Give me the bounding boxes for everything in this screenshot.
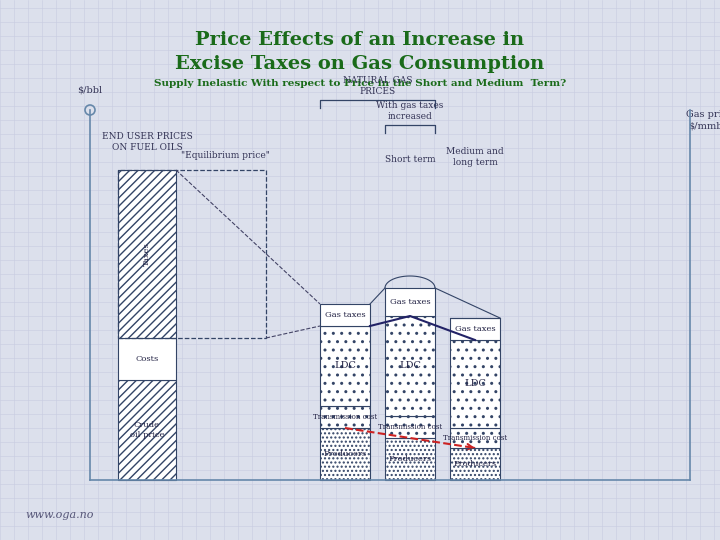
Bar [320, 326, 370, 406]
Text: With gas taxes
increased: With gas taxes increased [377, 101, 444, 121]
Text: Transmission cost: Transmission cost [378, 423, 442, 431]
Text: Gas taxes: Gas taxes [390, 298, 431, 306]
Text: NATURAL GAS
PRICES: NATURAL GAS PRICES [343, 76, 413, 96]
Bar [450, 448, 500, 480]
Text: Producers: Producers [454, 460, 497, 468]
Text: Gas price
$/mmbtu: Gas price $/mmbtu [686, 110, 720, 131]
Bar [385, 316, 435, 416]
Bar [320, 406, 370, 428]
Text: Medium and
long term: Medium and long term [446, 147, 504, 167]
Text: LDC: LDC [399, 361, 421, 370]
Bar [320, 304, 370, 326]
Text: Costs: Costs [135, 355, 158, 363]
Bar [320, 428, 370, 480]
Bar [450, 428, 500, 448]
Bar [118, 170, 266, 338]
Bar [320, 406, 370, 428]
Text: Transmission cost: Transmission cost [443, 434, 507, 442]
Text: Transmission cost: Transmission cost [313, 413, 377, 421]
Bar [118, 170, 176, 338]
Text: Excise Taxes on Gas Consumption: Excise Taxes on Gas Consumption [176, 55, 544, 73]
Text: Gas taxes: Gas taxes [325, 311, 365, 319]
Bar [450, 340, 500, 428]
Text: $/bbl: $/bbl [78, 86, 102, 95]
Text: Short term: Short term [384, 156, 436, 165]
Text: Price Effects of an Increase in: Price Effects of an Increase in [195, 31, 525, 49]
Text: Producers: Producers [323, 450, 366, 458]
Text: LDC: LDC [464, 380, 486, 388]
Bar [118, 338, 176, 380]
Text: "Equilibrium price": "Equilibrium price" [181, 151, 270, 159]
Text: Crude
oil price: Crude oil price [130, 421, 164, 438]
Text: Producers: Producers [388, 455, 431, 463]
Bar [385, 438, 435, 480]
Bar [118, 170, 176, 338]
Text: Taxes: Taxes [143, 242, 151, 266]
Text: Supply Inelastic With respect to Price in the Short and Medium  Term?: Supply Inelastic With respect to Price i… [154, 79, 566, 89]
Text: Gas taxes: Gas taxes [455, 325, 495, 333]
Bar [385, 316, 435, 416]
Bar [320, 326, 370, 406]
Text: LDC: LDC [334, 361, 356, 370]
Bar [385, 288, 435, 316]
Bar [385, 416, 435, 438]
Bar [118, 380, 176, 480]
Text: www.oga.no: www.oga.no [26, 510, 94, 520]
Bar [450, 318, 500, 340]
Bar [118, 380, 176, 480]
Bar [385, 438, 435, 480]
Bar [320, 428, 370, 480]
Bar [450, 428, 500, 448]
Bar [450, 448, 500, 480]
Text: END USER PRICES
ON FUEL OILS: END USER PRICES ON FUEL OILS [102, 132, 192, 152]
Bar [385, 416, 435, 438]
Bar [450, 340, 500, 428]
